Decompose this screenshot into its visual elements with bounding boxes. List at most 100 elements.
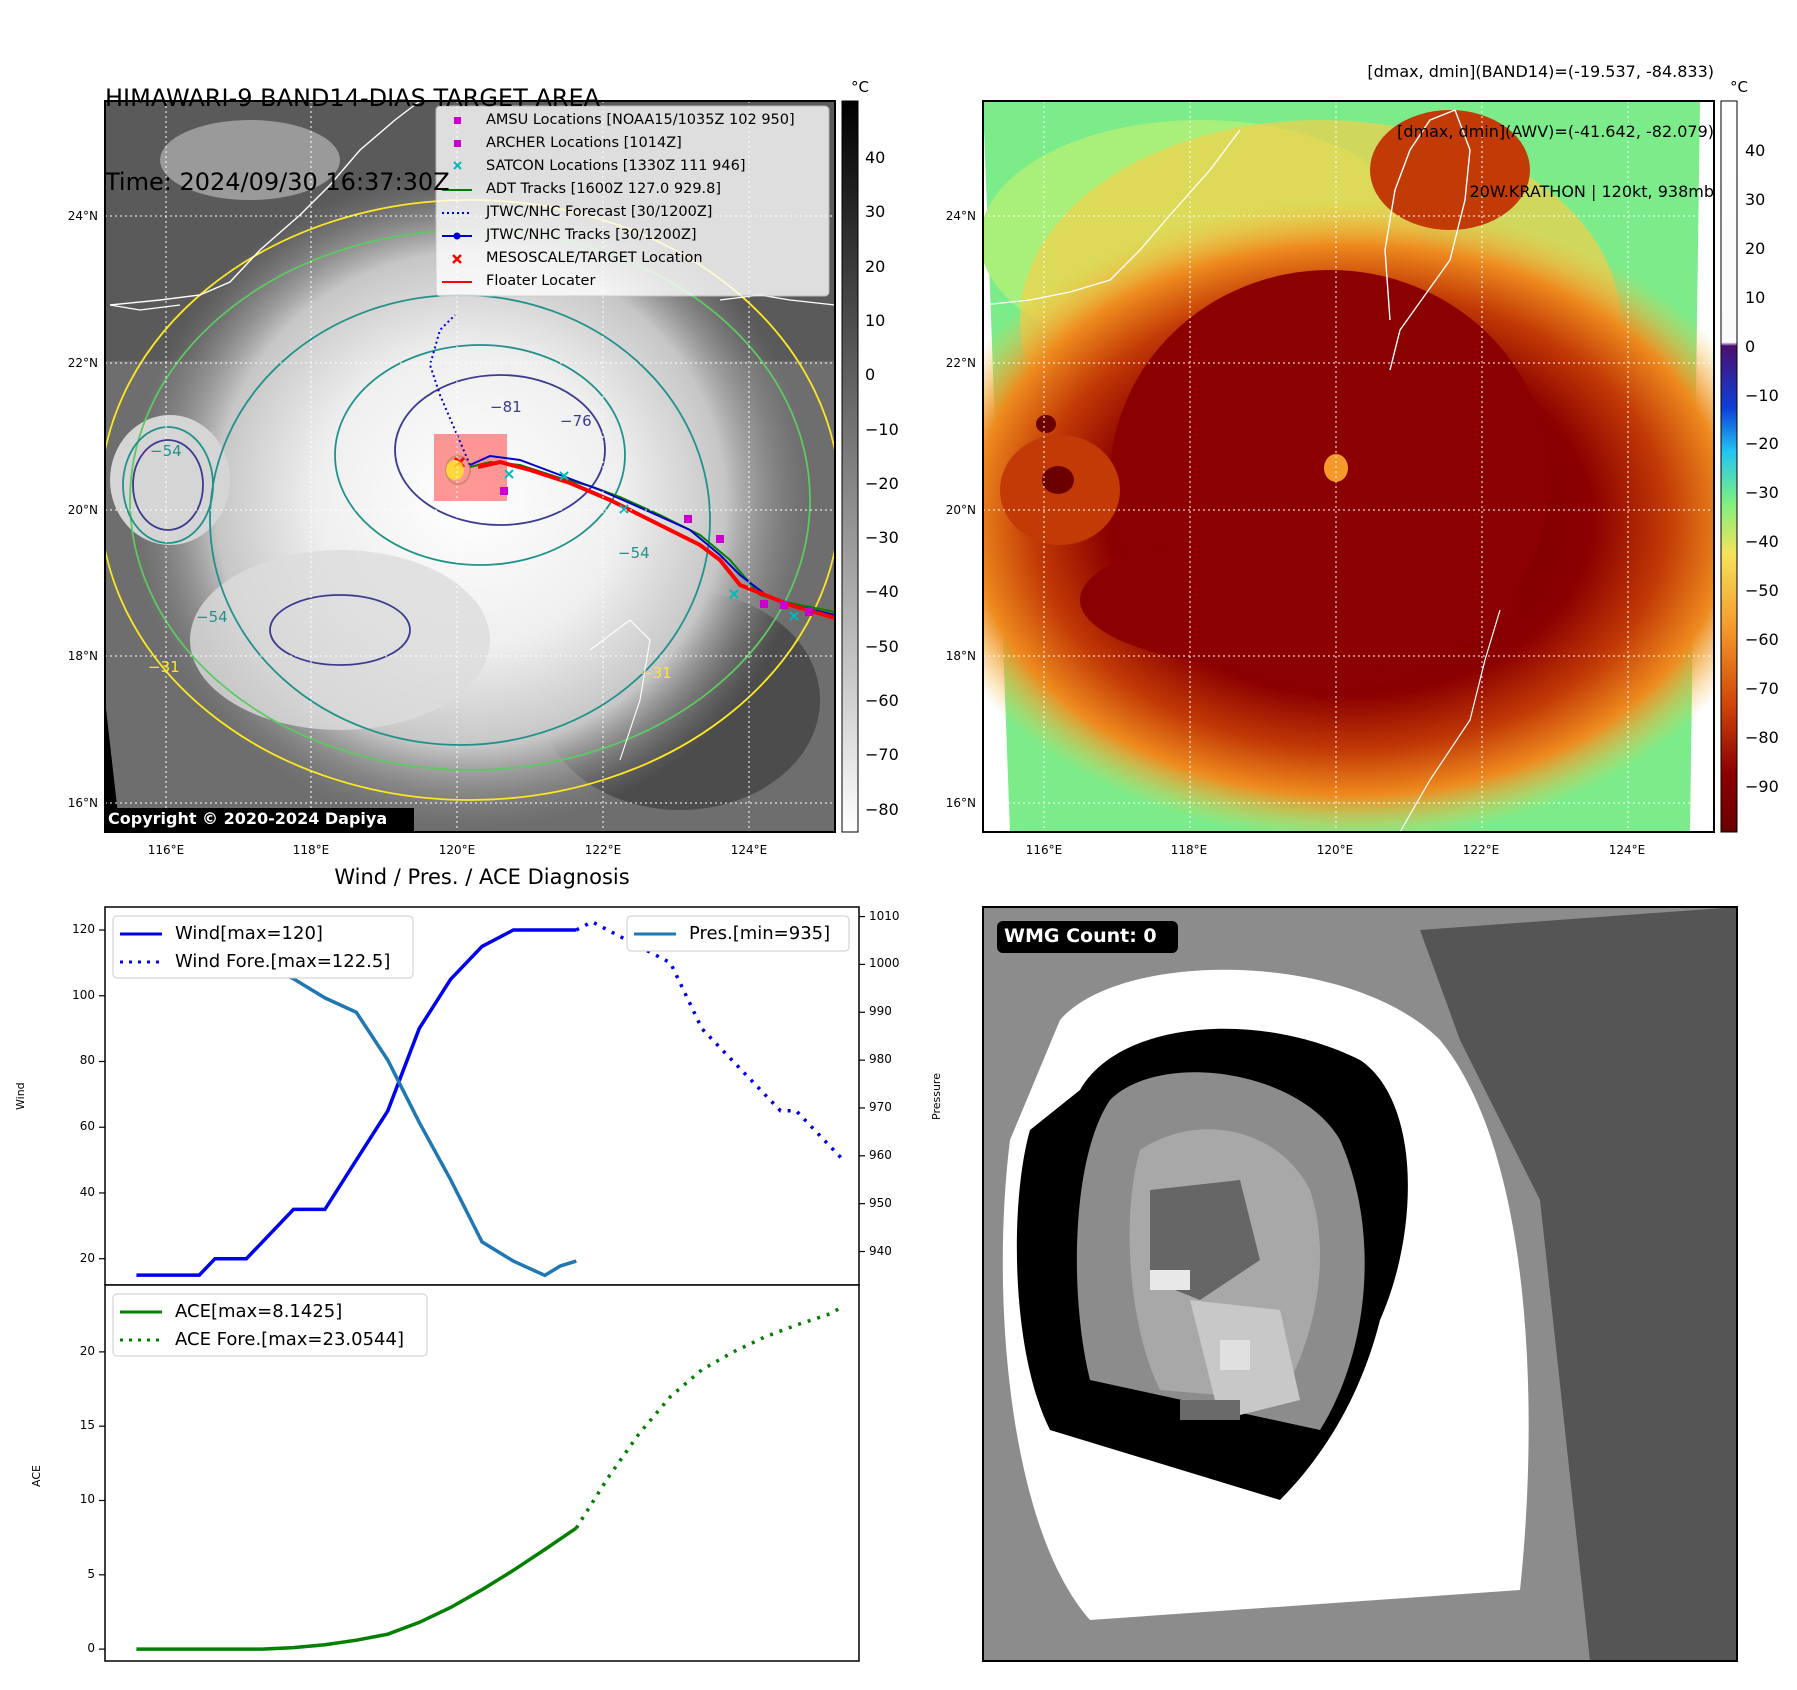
ace-legend <box>112 1293 428 1357</box>
wind-ytick-label: 40 <box>79 1184 95 1199</box>
pressure-ytick-label: 950 <box>869 1195 892 1210</box>
ir-panel <box>104 100 859 833</box>
wmg-image <box>983 907 1737 1661</box>
ir-colorbar-tick: 30 <box>865 202 886 222</box>
diagnosis-title: Wind / Pres. / ACE Diagnosis <box>334 865 630 889</box>
wind-ytick-label: 120 <box>72 922 95 936</box>
ir-lon-label: 122°E <box>584 843 622 857</box>
awv-colorbar-tick: −60 <box>1745 630 1779 649</box>
legend-wind-label: Wind[max=120] <box>175 923 323 944</box>
awv-colorbar-tick: 20 <box>1745 238 1766 258</box>
ir-contours <box>105 199 835 801</box>
copyright-text: Copyright © 2020-2024 Dapiya <box>108 809 388 828</box>
pressure-ytick-label: 1000 <box>869 956 900 971</box>
awv-lat-label: 24°N <box>945 209 976 223</box>
awv-lon-label: 120°E <box>1316 843 1354 857</box>
ir-lat-label: 16°N <box>67 796 98 810</box>
wind-line <box>136 928 577 1277</box>
awv-colorbar-tick: 30 <box>1745 189 1766 209</box>
awv-colorbar-tick: −90 <box>1745 776 1779 796</box>
wind-ytick-label: 100 <box>72 987 95 1002</box>
contour-label: −81 <box>490 398 522 416</box>
contour-label: −54 <box>618 544 650 562</box>
ace-axis-label: ACE <box>30 1465 43 1487</box>
copyright-background <box>106 808 414 831</box>
awv-colorbar-tick: −50 <box>1745 581 1779 601</box>
awv-colorbar-tick: −80 <box>1745 727 1779 747</box>
ace-ytick-label: 5 <box>87 1566 95 1581</box>
legend-label: MESOSCALE/TARGET Location <box>486 250 703 266</box>
jtwc-forecast-track <box>428 314 471 466</box>
awv-colorbar-tick: −70 <box>1745 678 1779 698</box>
ir-colorbar-unit: °C <box>851 78 869 96</box>
legend-target-icon <box>452 254 462 264</box>
awv-image <box>983 101 1714 832</box>
legend-label: Floater Locater <box>486 273 596 289</box>
ir-colorbar-tick: −10 <box>865 419 899 439</box>
pressure-ytick-label: 960 <box>869 1147 892 1162</box>
ace-ytick-label: 0 <box>87 1641 95 1656</box>
wind-axis-label: Wind <box>14 1082 27 1110</box>
stats-line-1: [dmax, dmin](BAND14)=(-19.537, -84.833) <box>1367 62 1714 81</box>
diagnosis-panel <box>99 906 865 1662</box>
legend-wind-forecast-label: Wind Fore.[max=122.5] <box>175 951 391 972</box>
legend-label: ADT Tracks [1600Z 127.0 929.8] <box>486 181 722 197</box>
wmg-panel <box>982 906 1738 1662</box>
title-line-2: Time: 2024/09/30 16:37:30Z <box>105 168 450 196</box>
ir-colorbar-tick: −80 <box>865 799 899 819</box>
ir-colorbar-tick: −50 <box>865 636 899 656</box>
ir-colorbar-tick: −60 <box>865 691 899 710</box>
wind-ytick-label: 60 <box>79 1119 95 1134</box>
ace-plot <box>99 1304 845 1651</box>
legend-label: ARCHER Locations [1014Z] <box>486 135 682 151</box>
awv-colorbar-tick: −10 <box>1745 385 1779 405</box>
ace-ytick-label: 15 <box>79 1418 95 1433</box>
legend-label: JTWC/NHC Forecast [30/1200Z] <box>486 204 713 220</box>
pressure-ytick-label: 970 <box>869 1099 892 1114</box>
legend-ace-label: ACE[max=8.1425] <box>175 1301 343 1322</box>
stats-line-3: 20W.KRATHON | 120kt, 938mb <box>1469 182 1714 201</box>
awv-colorbar-unit: °C <box>1730 78 1748 96</box>
ir-colorbar-tick: −70 <box>865 745 899 765</box>
legend-label: JTWC/NHC Tracks [30/1200Z] <box>486 227 697 243</box>
ir-colorbar-tick: 10 <box>865 310 886 330</box>
ace-ytick-label: 10 <box>79 1492 95 1507</box>
ir-lat-label: 24°N <box>67 209 98 223</box>
awv-panel <box>982 100 1738 833</box>
ir-lat-label: 18°N <box>67 649 98 663</box>
ace-forecast-line <box>574 1304 845 1530</box>
contour-label: −76 <box>560 412 592 430</box>
ir-legend <box>435 105 830 297</box>
ace-line <box>136 1526 578 1651</box>
legend-ace-forecast-label: ACE Fore.[max=23.0544] <box>175 1329 404 1350</box>
ir-colorbar-tick: −20 <box>865 473 899 493</box>
ir-lat-label: 22°N <box>67 356 98 370</box>
ir-lon-label: 118°E <box>292 843 330 857</box>
stats-block: [dmax, dmin](BAND14)=(-19.537, -84.833) … <box>1367 22 1714 222</box>
contour-label: −31 <box>640 664 672 682</box>
ir-lon-label: 116°E <box>147 843 185 857</box>
legend-pressure-label: Pres.[min=935] <box>689 923 831 944</box>
awv-colorbar-tick: −20 <box>1745 434 1779 454</box>
title-line-1: HIMAWARI-9 BAND14-DIAS TARGET AREA <box>105 84 601 112</box>
awv-lon-label: 118°E <box>1170 843 1208 857</box>
wind-ytick-label: 20 <box>79 1250 95 1265</box>
wmg-badge-background <box>997 921 1178 953</box>
contour-label: −31 <box>148 658 180 676</box>
figure-title: HIMAWARI-9 BAND14-DIAS TARGET AREA Time:… <box>105 28 600 224</box>
legend-archer-icon <box>454 140 461 147</box>
awv-colorbar <box>1720 100 1738 833</box>
awv-lon-label: 116°E <box>1025 843 1063 857</box>
awv-lat-label: 20°N <box>945 503 976 517</box>
legend-satcon-icon <box>453 161 462 170</box>
wmg-count-badge: WMG Count: 0 <box>1004 925 1157 947</box>
ir-colorbar-tick: −40 <box>865 582 899 602</box>
wind-ytick-label: 80 <box>79 1053 95 1068</box>
legend-label: AMSU Locations [NOAA15/1035Z 102 950] <box>486 112 795 128</box>
ir-lon-label: 124°E <box>730 843 768 857</box>
awv-gridlines <box>983 101 1714 832</box>
pressure-legend <box>626 915 850 952</box>
awv-lon-label: 122°E <box>1462 843 1500 857</box>
awv-colorbar-tick: 0 <box>1745 336 1756 356</box>
